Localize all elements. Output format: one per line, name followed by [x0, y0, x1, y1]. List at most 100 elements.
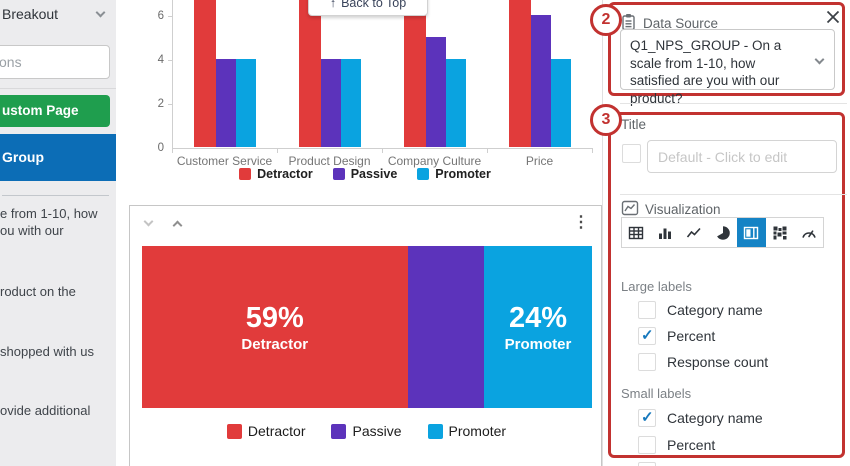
bar-passive[interactable]: [425, 37, 446, 147]
legend-item-passive[interactable]: Passive: [332, 167, 397, 181]
bar-promoter[interactable]: [445, 59, 466, 147]
grouped-bar-chart-panel: 6 4 2 0 Customer Service: [128, 0, 602, 200]
legend-label: Promoter: [435, 167, 491, 181]
title-input[interactable]: [647, 140, 837, 173]
legend-item-promoter[interactable]: Promoter: [417, 167, 491, 181]
checkbox-row[interactable]: Category name: [638, 301, 763, 319]
back-to-top-button[interactable]: ↑ Back to Top: [308, 0, 428, 16]
legend-item-detractor[interactable]: Detractor: [239, 167, 313, 181]
legend-swatch: [226, 423, 242, 439]
bar-detractor[interactable]: [193, 0, 216, 147]
legend-swatch: [417, 168, 430, 180]
checkbox[interactable]: [638, 408, 656, 427]
sidebar-divider: [2, 195, 109, 196]
bar-promoter[interactable]: [235, 59, 256, 147]
arrow-up-icon: ↑: [329, 0, 337, 10]
y-axis-tick: [168, 16, 172, 17]
checkbox-label: Response count: [667, 354, 769, 370]
x-axis-label: Customer Service: [176, 154, 273, 168]
bar-passive[interactable]: [215, 59, 236, 147]
x-axis-tick: [172, 149, 173, 153]
viz-table-button[interactable]: [622, 218, 651, 247]
checkbox-row[interactable]: Percent: [638, 326, 715, 345]
inspector-divider: [620, 103, 847, 104]
viz-bar-chart-button[interactable]: [651, 218, 680, 247]
y-axis-tick-label: 0: [157, 142, 164, 154]
segment-percent-label: 59%: [245, 301, 304, 334]
custom-page-button[interactable]: ustom Page: [0, 95, 110, 127]
y-axis-line: [172, 0, 173, 149]
chart-legend: Detractor Passive Promoter: [130, 423, 603, 439]
search-input[interactable]: [0, 45, 110, 79]
chevron-up-icon[interactable]: [172, 220, 183, 231]
sidebar-question-item[interactable]: shopped with us: [0, 343, 116, 360]
legend-item-detractor[interactable]: Detractor: [226, 423, 306, 439]
viz-stacked-bar-button[interactable]: [736, 218, 766, 247]
bar-promoter[interactable]: [550, 59, 571, 147]
legend-item-promoter[interactable]: Promoter: [427, 423, 506, 439]
y-axis-tick-label: 4: [157, 54, 164, 66]
category-slot: [487, 0, 592, 148]
x-axis-labels: Customer Service Product Design Company …: [172, 154, 592, 168]
chevron-down-icon[interactable]: [143, 216, 154, 227]
breakout-dropdown[interactable]: Breakout: [0, 6, 116, 22]
category-slot: [277, 0, 382, 148]
chart-legend: Detractor Passive Promoter: [128, 167, 602, 181]
checkbox-row[interactable]: Percent: [638, 436, 715, 454]
sidebar-divider: [0, 88, 116, 89]
data-source-value: Q1_NPS_GROUP - On a scale from 1-10, how…: [630, 38, 782, 106]
x-axis-tick: [382, 149, 383, 153]
annotation-badge-3: 3: [590, 104, 622, 136]
sidebar: Breakout ustom Page Group e from 1-10, h…: [0, 0, 116, 466]
viz-gauge-button[interactable]: [794, 218, 823, 247]
annotation-badge-2: 2: [590, 4, 622, 36]
viz-mosaic-grid-button[interactable]: [766, 218, 795, 247]
bar-passive[interactable]: [320, 59, 341, 147]
segment-detractor[interactable]: 59% Detractor: [142, 246, 408, 408]
bar-passive[interactable]: [530, 15, 551, 147]
annotation-rect-3: [608, 112, 845, 458]
checkbox[interactable]: [638, 301, 656, 319]
sidebar-item-group-active[interactable]: Group: [0, 134, 116, 181]
title-checkbox[interactable]: [622, 144, 641, 163]
segment-passive[interactable]: [407, 246, 484, 408]
checkbox[interactable]: [638, 436, 656, 454]
checkbox-row[interactable]: Response count: [638, 353, 768, 371]
question-text-line: shopped with us: [0, 344, 94, 359]
bar-detractor[interactable]: [403, 0, 426, 147]
legend-label: Detractor: [247, 423, 306, 439]
data-source-select[interactable]: Q1_NPS_GROUP - On a scale from 1-10, how…: [620, 29, 835, 106]
bar-detractor[interactable]: [298, 0, 321, 147]
bar-detractor[interactable]: [508, 0, 531, 147]
viz-line-chart-button[interactable]: [679, 218, 708, 247]
viz-pie-chart-button[interactable]: [708, 218, 737, 247]
stacked-bar-chart-panel: ⋮ 59% Detractor 24% Promoter Detractor P…: [129, 205, 602, 466]
checkbox[interactable]: [638, 462, 656, 466]
kebab-menu-icon[interactable]: ⋮: [573, 214, 589, 231]
breakout-label: Breakout: [2, 6, 59, 22]
checkbox[interactable]: [638, 353, 656, 371]
large-labels-heading: Large labels: [621, 279, 692, 294]
checkbox-row[interactable]: [638, 462, 656, 466]
category-slot: [172, 0, 277, 148]
segment-promoter[interactable]: 24% Promoter: [484, 246, 592, 408]
legend-item-passive[interactable]: Passive: [331, 423, 402, 439]
sidebar-question-item[interactable]: e from 1-10, how ou with our: [0, 205, 116, 239]
legend-swatch: [427, 423, 443, 439]
sidebar-question-item[interactable]: ovide additional: [0, 402, 116, 419]
bar-plot-area: [172, 0, 592, 148]
bar-promoter[interactable]: [340, 59, 361, 147]
checkbox-row[interactable]: Category name: [638, 408, 763, 427]
category-slot: [382, 0, 487, 148]
checkbox-label: Category name: [667, 410, 763, 426]
back-to-top-label: Back to Top: [341, 0, 407, 10]
inspector-panel: 2 Data Source Q1_NPS_GROUP - On a scale …: [590, 0, 850, 466]
sidebar-question-item[interactable]: roduct on the: [0, 283, 116, 300]
close-icon[interactable]: [825, 9, 841, 25]
visualization-toolbar: [621, 217, 824, 248]
checkbox-label: Category name: [667, 302, 763, 318]
x-axis-label: Product Design: [288, 154, 371, 168]
annotation-rect-2: [608, 2, 845, 96]
checkbox[interactable]: [638, 326, 656, 345]
